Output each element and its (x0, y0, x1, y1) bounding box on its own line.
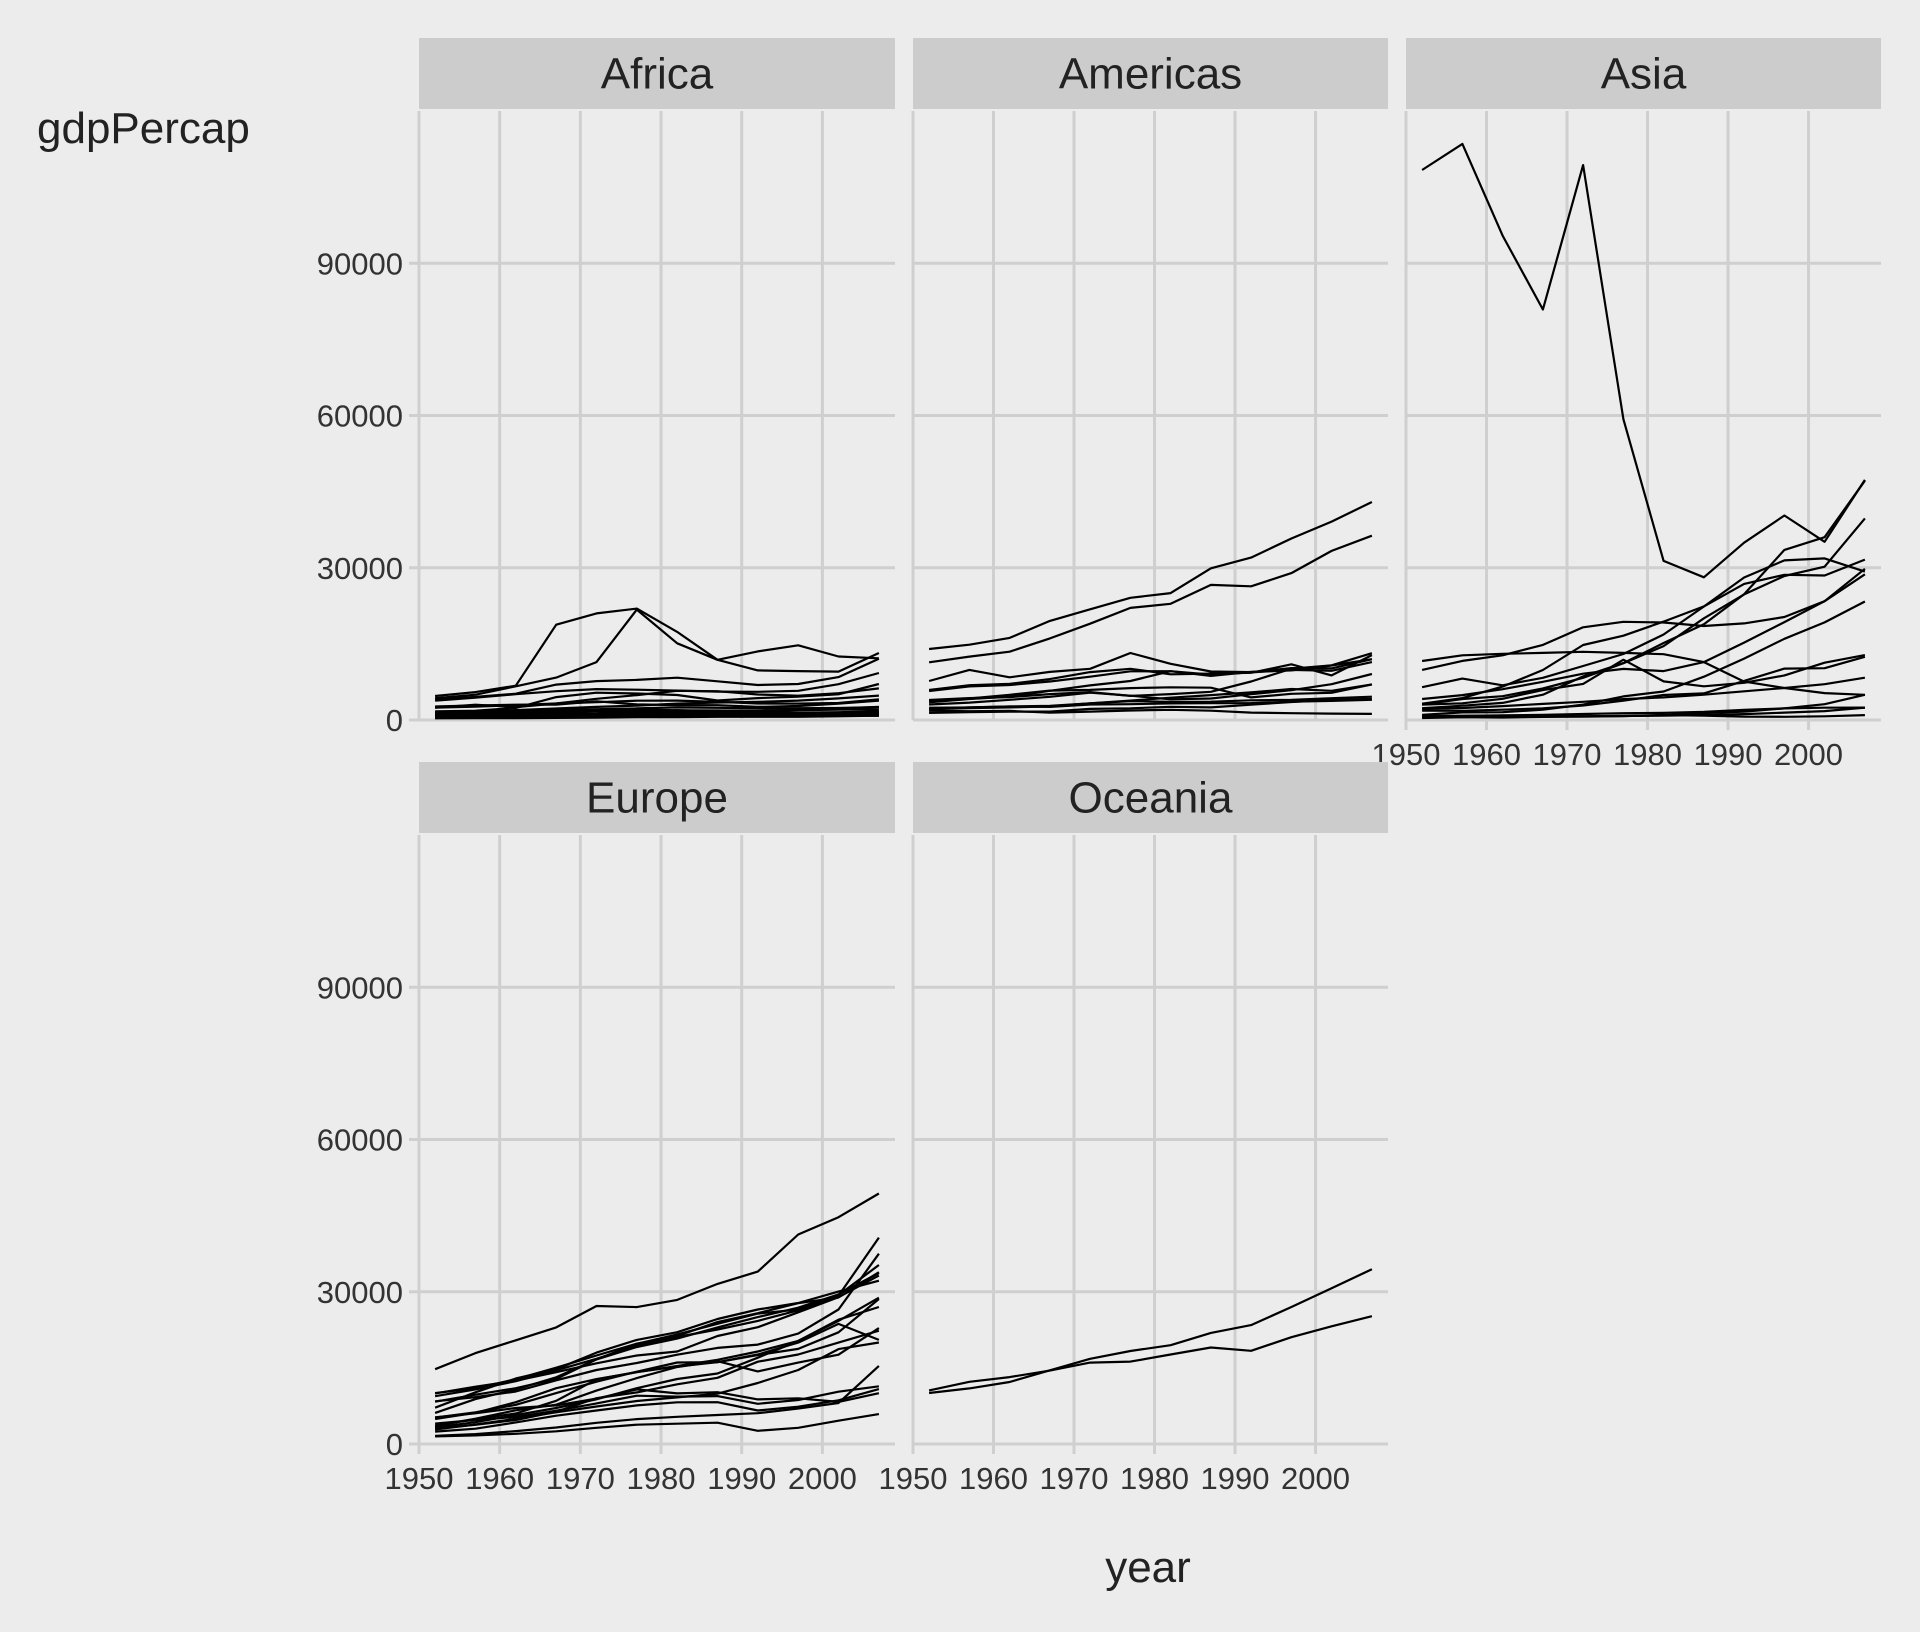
y-tick-label: 60000 (317, 1123, 403, 1158)
series-line (434, 1341, 880, 1431)
y-tick-label: 90000 (317, 970, 403, 1005)
y-tick-label: 30000 (317, 551, 403, 586)
facet-strip (913, 38, 1388, 109)
x-tick-label: 1990 (1694, 737, 1763, 772)
series-line (434, 1298, 880, 1419)
series-line (928, 534, 1373, 664)
series-line (928, 1315, 1373, 1392)
x-tick-label: 2000 (1281, 1461, 1350, 1496)
x-tick-label: 1970 (546, 1461, 615, 1496)
series-line (929, 708, 1372, 715)
series-line (435, 1365, 880, 1437)
series-line (434, 1272, 880, 1414)
series-line (929, 695, 1372, 711)
facet-panel-americas: Americas (911, 38, 1388, 722)
series-line (434, 1327, 880, 1427)
series-line (435, 1329, 880, 1430)
series-line (1422, 655, 1866, 712)
x-tick-label: 1980 (627, 1461, 696, 1496)
facet-panel-europe: Europe 0 30000 60000 90000 1950 1960 1970 1980 19… (317, 762, 895, 1496)
x-axis-title: year (1105, 1543, 1191, 1592)
facet-strip-label: Africa (601, 50, 714, 99)
series-line (435, 1388, 880, 1433)
facet-strip (419, 38, 895, 109)
facet-strip (1406, 38, 1881, 109)
x-tick-label: 1980 (1613, 737, 1682, 772)
y-tick-label: 0 (386, 703, 403, 738)
series-line (1422, 654, 1866, 706)
x-tick-label: 1950 (385, 1461, 454, 1496)
series-line (1421, 558, 1866, 705)
y-axis-title: gdpPercap (37, 104, 250, 153)
series-line (1421, 557, 1866, 689)
facet-panel-oceania: Oceania 1950 1960 1970 1980 1990 2000 (879, 762, 1388, 1496)
x-tick-label: 1970 (1040, 1461, 1109, 1496)
facet-panel-africa: Africa 0 30000 60000 90000 (317, 38, 895, 738)
series-line (435, 671, 880, 702)
series-line (434, 1264, 880, 1403)
x-tick-label: 1990 (1201, 1461, 1270, 1496)
series-line (435, 682, 880, 713)
x-tick-label: 1960 (1452, 737, 1521, 772)
series-line (434, 1192, 880, 1371)
y-tick-label: 60000 (317, 399, 403, 434)
series-line (1421, 650, 1865, 696)
series-line (435, 698, 880, 709)
x-tick-label: 1960 (465, 1461, 534, 1496)
facet-strip (913, 762, 1388, 833)
series-line (434, 1271, 880, 1398)
facet-strip-label: Americas (1059, 50, 1242, 99)
series-line (434, 1388, 880, 1419)
series-line (1421, 142, 1866, 579)
series-line (929, 683, 1373, 702)
series-line (434, 1253, 880, 1403)
series-line (435, 712, 879, 717)
y-tick-label: 90000 (317, 246, 403, 281)
series-line (435, 714, 879, 720)
facet-strip-label: Asia (1601, 50, 1687, 99)
facet-strip-label: Oceania (1069, 774, 1233, 823)
series-line (435, 608, 880, 700)
series-line (929, 672, 1373, 706)
x-tick-label: 1970 (1533, 737, 1602, 772)
facet-strip-label: Europe (586, 774, 728, 823)
x-tick-label: 1980 (1120, 1461, 1189, 1496)
series-line (1422, 600, 1866, 716)
x-tick-label: 2000 (788, 1461, 857, 1496)
series-line (1422, 706, 1865, 718)
facet-panels: Africa 0 30000 60000 90000 Americas Asia 1950 19… (317, 38, 1881, 1496)
series-line (434, 1322, 880, 1428)
series-line (1421, 567, 1866, 671)
series-line (435, 706, 879, 714)
x-tick-label: 1960 (959, 1461, 1028, 1496)
x-tick-label: 2000 (1774, 737, 1843, 772)
series-line (434, 1305, 880, 1429)
y-tick-label: 30000 (317, 1275, 403, 1310)
series-line (434, 1279, 880, 1409)
y-tick-label: 0 (386, 1427, 403, 1462)
x-tick-label: 1990 (707, 1461, 776, 1496)
x-tick-label: 1950 (879, 1461, 948, 1496)
series-line (928, 501, 1373, 651)
facet-strip (419, 762, 895, 833)
series-line (929, 658, 1373, 704)
series-line (435, 694, 879, 715)
series-line (928, 1268, 1373, 1395)
series-line (435, 1413, 880, 1438)
